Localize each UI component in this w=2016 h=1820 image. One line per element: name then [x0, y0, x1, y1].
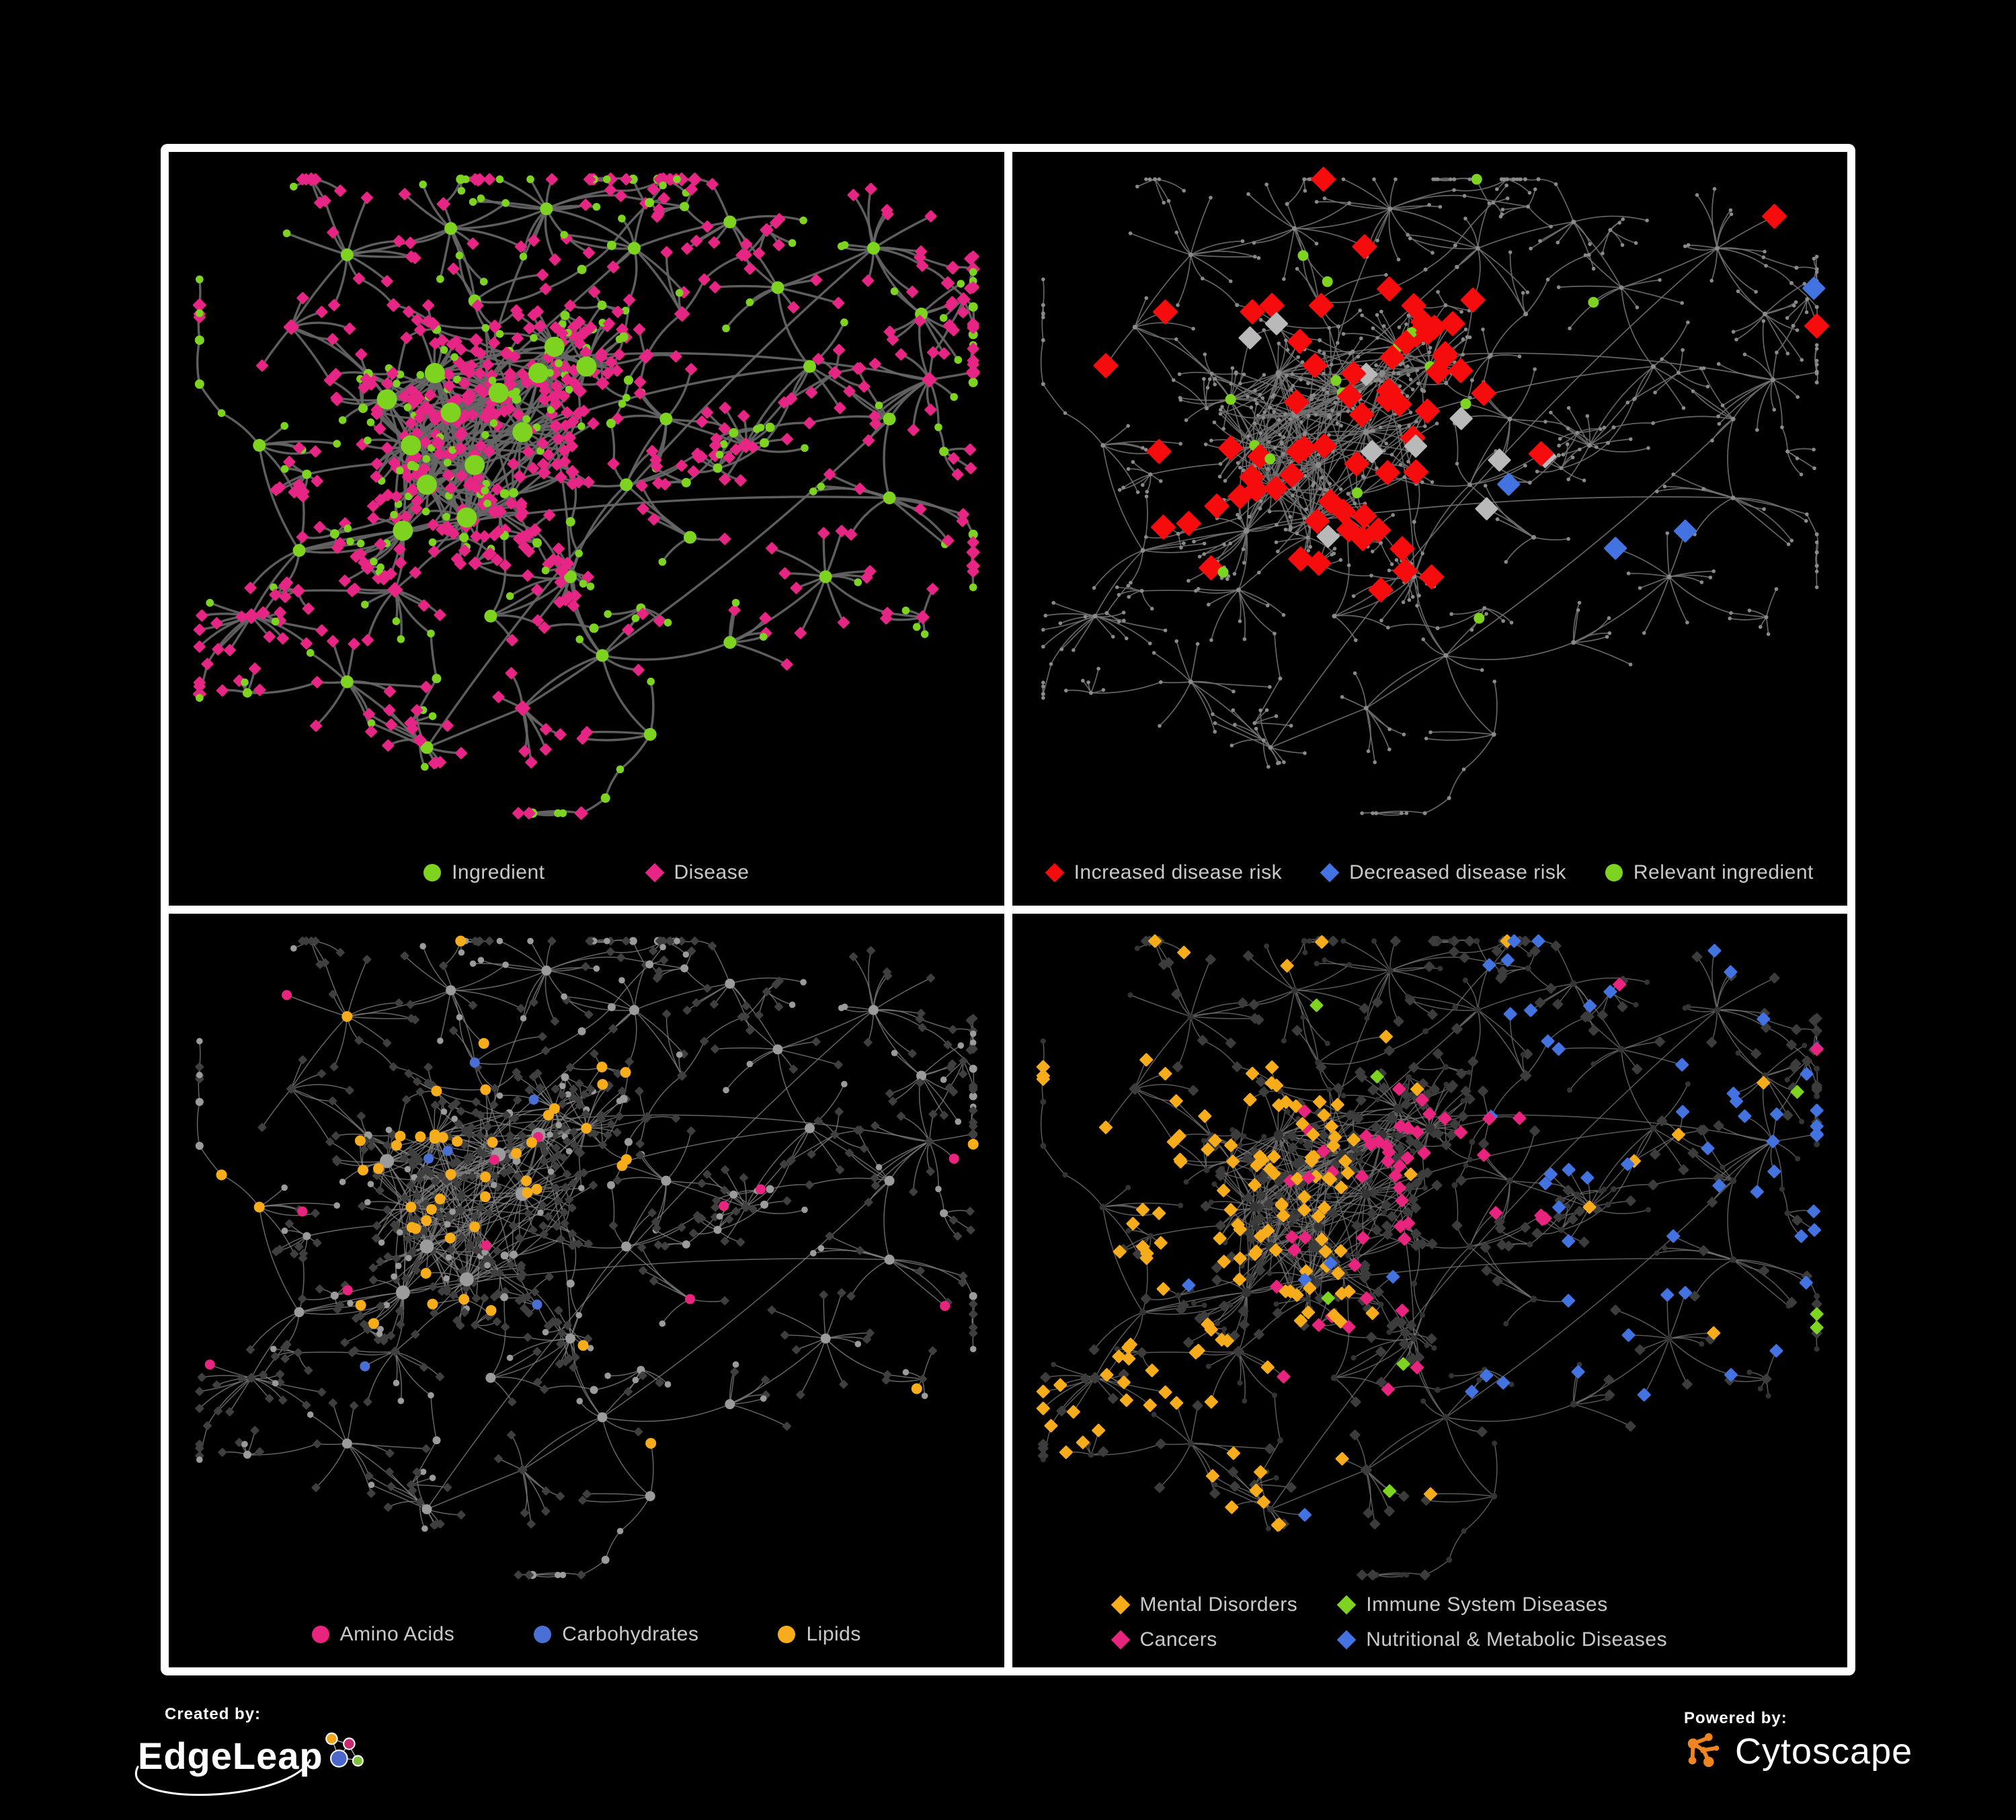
panel-disease-classes: Mental Disorders Immune System Diseases … [1012, 914, 1847, 1667]
relevant-ingredient-circle-icon [1605, 864, 1623, 881]
lipids-circle-icon [778, 1626, 796, 1643]
legend-item-increased-risk: Increased disease risk [1045, 861, 1283, 884]
decreased-risk-diamond-icon [1320, 863, 1340, 883]
legend-label-increased-risk: Increased disease risk [1074, 861, 1283, 883]
legend-label-relevant-ingredient: Relevant ingredient [1633, 861, 1814, 883]
edgeleap-swoosh [134, 1759, 311, 1796]
network-disease-risk [1040, 167, 1829, 816]
ingredient-circle-icon [424, 864, 442, 881]
edgeleap-branding: Created by: EdgeLeap [134, 1705, 366, 1806]
legend-item-amino-acids: Amino Acids [311, 1623, 455, 1646]
legend-item-decreased-risk: Decreased disease risk [1320, 861, 1566, 884]
cancers-diamond-icon [1111, 1630, 1130, 1650]
amino-acids-circle-icon [311, 1626, 329, 1643]
legend-disease-risk: Increased disease risk Decreased disease… [1012, 861, 1848, 884]
panel-ingredient-disease: Ingredient Disease [169, 152, 1004, 906]
legend-item-carbohydrates: Carbohydrates [534, 1623, 698, 1646]
edgeleap-logo-icon [325, 1732, 364, 1768]
legend-item-disease: Disease [645, 861, 750, 884]
carbohydrates-circle-icon [534, 1626, 552, 1643]
panel-disease-risk: Increased disease risk Decreased disease… [1012, 152, 1848, 906]
legend-label-lipids: Lipids [806, 1623, 861, 1645]
legend-item-relevant-ingredient: Relevant ingredient [1605, 861, 1814, 884]
legend-item-mental-disorders: Mental Disorders [1111, 1593, 1298, 1616]
legend-label-nutritional-metabolic: Nutritional & Metabolic Diseases [1366, 1628, 1668, 1651]
legend-label-decreased-risk: Decreased disease risk [1349, 861, 1566, 883]
legend-item-cancers: Cancers [1111, 1628, 1298, 1651]
nutritional-metabolic-diamond-icon [1336, 1630, 1357, 1650]
legend-nutrient-classes: Amino Acids Carbohydrates Lipids [169, 1623, 1004, 1646]
cytoscape-branding: Powered by: Cytoscape [1684, 1709, 1926, 1783]
figure-frame: Ingredient Disease Increased disease ris… [161, 144, 1855, 1675]
network-ingredient-disease [192, 172, 980, 820]
created-by-label: Created by: [165, 1705, 261, 1723]
immune-diseases-diamond-icon [1336, 1595, 1357, 1615]
cytoscape-logo-icon [1687, 1733, 1720, 1768]
panel-nutrient-classes: Amino Acids Carbohydrates Lipids [169, 914, 1004, 1667]
powered-by-label: Powered by: [1684, 1709, 1787, 1727]
network-disease-classes [1036, 934, 1824, 1581]
edgeleap-wordmark: EdgeLeap [138, 1734, 323, 1777]
legend-label-carbohydrates: Carbohydrates [562, 1623, 699, 1645]
legend-label-mental-disorders: Mental Disorders [1139, 1593, 1298, 1616]
legend-label-ingredient: Ingredient [452, 861, 545, 883]
cytoscape-wordmark: Cytoscape [1735, 1731, 1913, 1772]
legend-label-cancers: Cancers [1139, 1628, 1217, 1651]
legend-label-disease: Disease [674, 861, 750, 883]
legend-item-ingredient: Ingredient [424, 861, 545, 884]
legend-item-immune-diseases: Immune System Diseases [1336, 1593, 1667, 1616]
legend-item-nutritional-metabolic: Nutritional & Metabolic Diseases [1336, 1628, 1668, 1651]
disease-diamond-icon [645, 863, 664, 883]
network-nutrient-classes [195, 935, 979, 1579]
legend-ingredient-disease: Ingredient Disease [169, 861, 1004, 884]
increased-risk-diamond-icon [1045, 863, 1064, 883]
mental-disorders-diamond-icon [1111, 1595, 1130, 1615]
legend-item-lipids: Lipids [778, 1623, 860, 1646]
legend-label-immune-diseases: Immune System Diseases [1366, 1593, 1608, 1616]
legend-disease-classes: Mental Disorders Immune System Diseases … [1111, 1593, 1668, 1651]
legend-label-amino-acids: Amino Acids [339, 1623, 455, 1645]
